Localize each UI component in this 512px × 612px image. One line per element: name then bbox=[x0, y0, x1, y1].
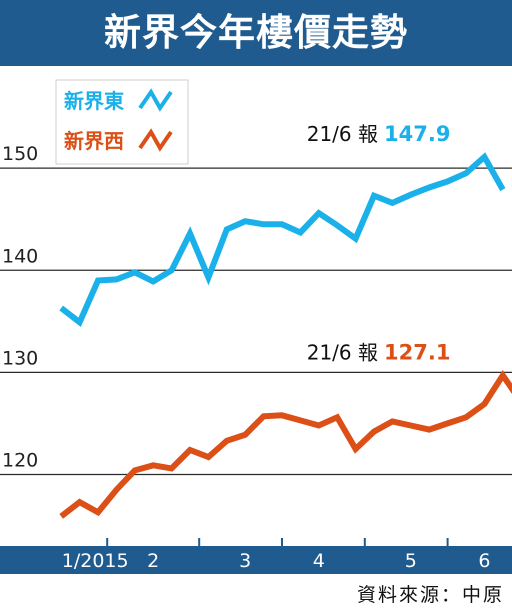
gridlines bbox=[0, 167, 512, 476]
series-lines bbox=[59, 152, 512, 519]
x-axis: 1/2015 2 3 4 5 6 bbox=[0, 538, 512, 574]
x-tick-label: 6 bbox=[478, 550, 490, 572]
y-tick-label: 150 bbox=[2, 143, 38, 165]
legend-box bbox=[55, 79, 189, 165]
annotation-value: 147.9 bbox=[384, 122, 450, 146]
x-tick-label: 3 bbox=[239, 550, 251, 572]
legend-swatch bbox=[138, 128, 173, 152]
y-tick-label: 130 bbox=[2, 347, 38, 369]
x-tick-label: 5 bbox=[405, 550, 417, 572]
legend-swatch bbox=[138, 88, 173, 112]
y-axis-ticks: 120 130 140 150 bbox=[2, 143, 38, 471]
y-tick-label: 120 bbox=[2, 450, 38, 472]
chart-title: 新界今年樓價走勢 bbox=[104, 11, 408, 54]
title-bar bbox=[0, 0, 512, 66]
annotation-label: 21/6 報 bbox=[307, 340, 378, 364]
annotations: 21/6 報 147.921/6 報 127.1 bbox=[307, 122, 451, 365]
series-line-1 bbox=[59, 369, 512, 519]
annotation-value: 127.1 bbox=[384, 340, 450, 364]
x-tick-label: 2 bbox=[147, 550, 159, 572]
legend-label: 新界西 bbox=[64, 129, 124, 153]
x-tick-label: 1/2015 bbox=[62, 550, 129, 572]
y-tick-label: 140 bbox=[2, 245, 38, 267]
x-axis-bar bbox=[0, 546, 512, 574]
x-tick-label: 4 bbox=[313, 550, 325, 572]
source-note: 資料來源：中原 bbox=[356, 584, 504, 606]
series-line-0 bbox=[59, 152, 506, 328]
annotation-label: 21/6 報 bbox=[307, 122, 378, 146]
legend-label: 新界東 bbox=[64, 89, 124, 113]
